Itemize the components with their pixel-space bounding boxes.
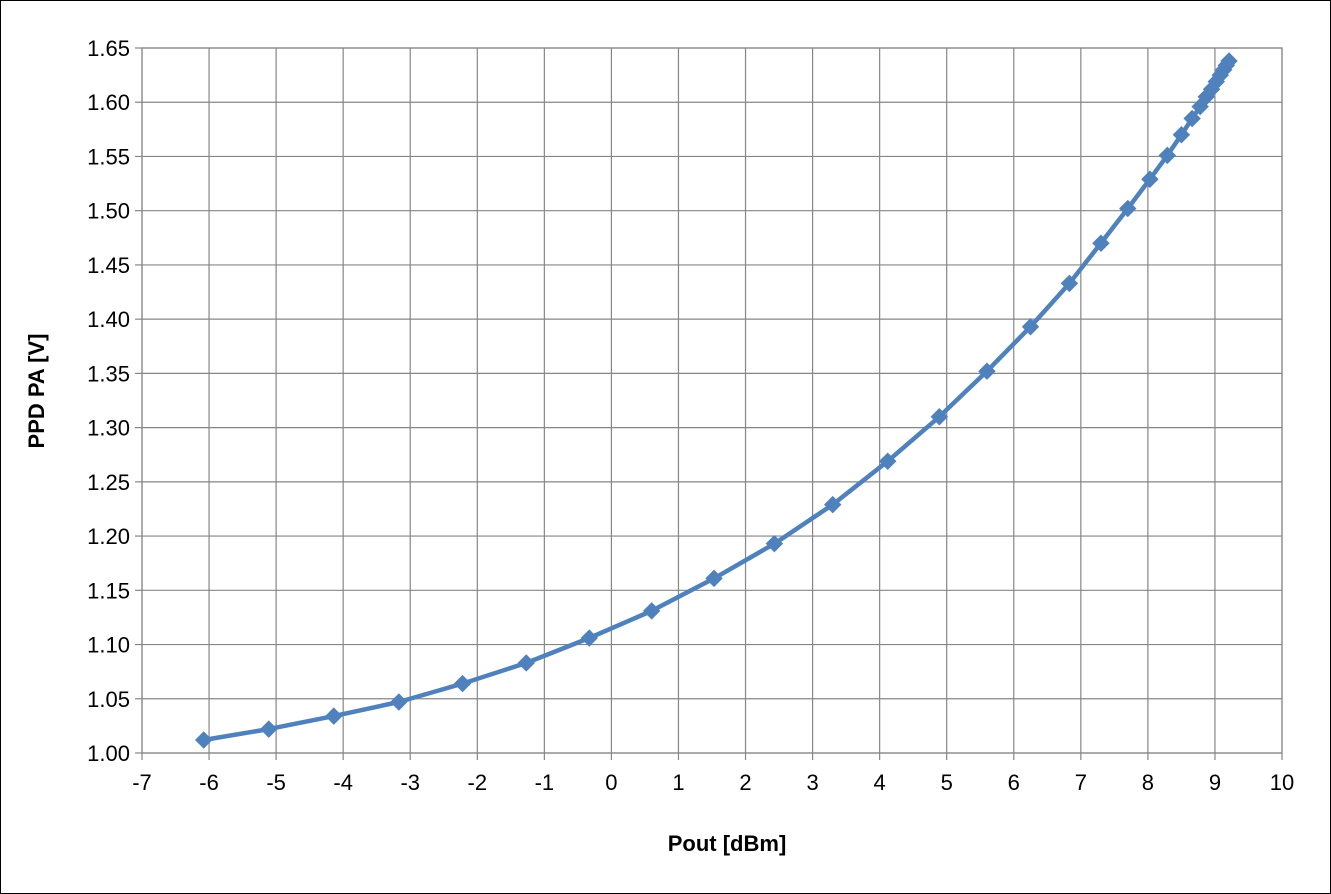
plot-area-border: [141, 47, 1283, 754]
data-point-marker: [1172, 126, 1191, 144]
data-point-marker: [823, 495, 842, 514]
data-point-marker: [1220, 52, 1238, 70]
data-point-marker: [517, 654, 535, 672]
data-point-marker: [765, 534, 784, 553]
y-tick-label: 1.05: [87, 687, 130, 712]
x-axis-title: Pout [dBm]: [668, 831, 787, 856]
x-tick-label: 2: [739, 770, 751, 795]
x-tick-label: 3: [806, 770, 818, 795]
x-tick-label: -4: [333, 770, 353, 795]
y-tick-label: 1.45: [87, 253, 130, 278]
data-point-marker: [705, 569, 723, 588]
x-tick-label: -2: [468, 770, 488, 795]
data-point-marker: [978, 362, 996, 380]
x-tick-label: 9: [1209, 770, 1221, 795]
y-tick-label: 1.65: [87, 36, 130, 61]
data-point-marker: [1183, 109, 1201, 128]
x-tick-label: 6: [1008, 770, 1020, 795]
x-tick-label: 4: [874, 770, 886, 795]
data-point-marker: [878, 452, 897, 470]
y-tick-label: 1.00: [87, 741, 130, 766]
series-line: [201, 58, 1232, 743]
y-tick-label: 1.55: [87, 144, 130, 169]
y-tick-label: 1.20: [87, 524, 130, 549]
x-tick-label: 5: [941, 770, 953, 795]
data-point-marker: [453, 674, 472, 693]
x-tick-label: -3: [400, 770, 420, 795]
x-tick-labels: -7 -6 -5 -4 -3 -2 -1 0 1 2 3 4 5 6 7 8 9 10: [132, 770, 1294, 795]
x-tick-label: 1: [672, 770, 684, 795]
y-tick-label: 1.60: [87, 90, 130, 115]
x-tick-label: -7: [132, 770, 152, 795]
data-point-marker: [1119, 199, 1137, 218]
y-tick-label: 1.50: [87, 199, 130, 224]
data-point-marker: [1060, 274, 1079, 293]
x-tick-label: 0: [605, 770, 617, 795]
data-point-marker: [260, 720, 278, 738]
x-tick-label: 7: [1075, 770, 1087, 795]
y-tick-label: 1.30: [87, 416, 130, 441]
gridlines: [141, 47, 1283, 754]
data-point-marker: [1021, 318, 1040, 336]
data-point-marker: [390, 693, 408, 711]
x-tick-label: 10: [1270, 770, 1294, 795]
y-tick-label: 1.35: [87, 361, 130, 386]
series-ppd: [194, 52, 1238, 749]
data-point-marker: [580, 629, 598, 647]
y-tick-label: 1.10: [87, 633, 130, 658]
y-tick-labels: 1.00 1.05 1.10 1.15 1.20 1.25 1.30 1.35 1.40 1.45…: [87, 36, 130, 766]
axes: [135, 47, 1283, 760]
y-axis-title: PPD PA [V]: [24, 334, 49, 449]
data-point-marker: [1141, 170, 1159, 188]
data-point-marker: [642, 602, 661, 620]
x-tick-label: -6: [199, 770, 219, 795]
data-point-marker: [1158, 146, 1177, 165]
data-point-marker: [194, 731, 213, 749]
y-tick-label: 1.40: [87, 307, 130, 332]
data-point-marker: [325, 707, 343, 725]
x-tick-label: -1: [535, 770, 555, 795]
y-tick-label: 1.15: [87, 578, 130, 603]
x-tick-label: -5: [266, 770, 286, 795]
data-point-marker: [930, 408, 949, 426]
y-tick-label: 1.25: [87, 470, 130, 495]
data-point-marker: [1092, 234, 1110, 252]
x-tick-label: 8: [1142, 770, 1154, 795]
